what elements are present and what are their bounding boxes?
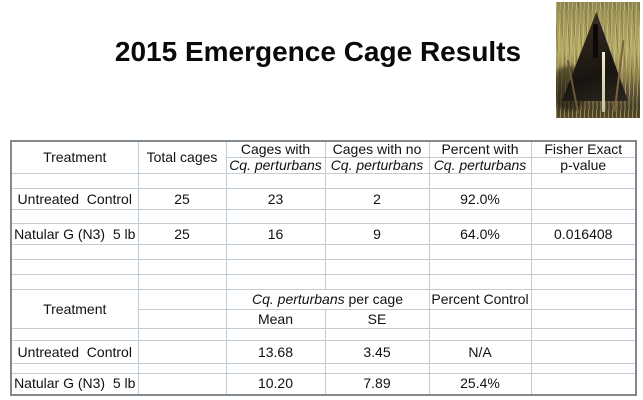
spacer-row (10, 274, 637, 290)
cell-cages-with-no: 2 (324, 188, 430, 210)
header2-per-cage-group: Cq. perturbans per cage (225, 289, 430, 310)
header-cages-with: Cages with (225, 140, 326, 158)
spacer-row (10, 173, 637, 189)
table-row-natular: Natular G (N3) 5 lb 25 16 9 64.0% 0.0164… (10, 223, 637, 245)
cell-treatment: Natular G (N3) 5 lb (10, 223, 139, 245)
header-species-1: Cq. perturbans (225, 157, 326, 174)
cell-se: 7.89 (324, 373, 430, 395)
cell-mean: 10.20 (225, 373, 326, 395)
header2-per-cage: per cage (344, 291, 403, 307)
header-fisher-exact: Fisher Exact (530, 140, 637, 158)
header2-mean: Mean (225, 309, 326, 329)
header-treatment: Treatment (10, 140, 139, 174)
table2-row-natular: Natular G (N3) 5 lb 10.20 7.89 25.4% (10, 373, 637, 395)
cell-total-cages: 25 (137, 188, 227, 210)
header-p-value: p-value (530, 157, 637, 174)
header-cages-with-no: Cages with no (324, 140, 430, 158)
spacer-row (10, 259, 637, 275)
header2-species: Cq. perturbans (252, 291, 345, 307)
header-percent-with: Percent with (428, 140, 532, 158)
header-row-2: Cq. perturbans Cq. perturbans Cq. pertur… (11, 157, 637, 174)
header2-percent-control: Percent Control (428, 289, 532, 310)
header-species-2: Cq. perturbans (324, 157, 430, 174)
cell-percent-control: 25.4% (428, 373, 532, 395)
header-total-cages: Total cages (137, 140, 227, 174)
cell-percent-with: 92.0% (428, 188, 532, 210)
header2-row-2: Mean SE (11, 309, 637, 329)
cell-p-value (530, 188, 637, 210)
cell-mean: 13.68 (225, 340, 326, 364)
emergence-cage-photo (556, 2, 640, 118)
cell-cages-with-no: 9 (324, 223, 430, 245)
cell-percent-control: N/A (428, 340, 532, 364)
cell-treatment: Untreated Control (10, 188, 139, 210)
slide-title: 2015 Emergence Cage Results (114, 36, 522, 67)
spacer-row (10, 328, 637, 341)
table-row-untreated: Untreated Control 25 23 2 92.0% (10, 188, 637, 210)
cell-treatment: Untreated Control (10, 340, 139, 364)
cell-cages-with: 16 (225, 223, 326, 245)
cell-cages-with: 23 (225, 188, 326, 210)
table2-row-untreated: Untreated Control 13.68 3.45 N/A (10, 340, 637, 364)
header2-treatment: Treatment (10, 289, 139, 329)
header2-se: SE (324, 309, 430, 329)
header-row-1: Treatment Total cages Cages with Cages w… (10, 140, 637, 174)
cage-slot (593, 24, 598, 58)
cell-treatment: Natular G (N3) 5 lb (10, 373, 139, 395)
header-species-3: Cq. perturbans (428, 157, 532, 174)
spacer-row (10, 244, 637, 260)
cell-p-value: 0.016408 (530, 223, 637, 245)
spacer-row (10, 363, 637, 374)
cell-total-cages: 25 (137, 223, 227, 245)
results-table: Treatment Total cages Cages with Cages w… (10, 140, 637, 396)
cell-percent-with: 64.0% (428, 223, 532, 245)
header2-row-1: Treatment Cq. perturbans per cage Percen… (10, 289, 637, 329)
cell-se: 3.45 (324, 340, 430, 364)
spacer-row (10, 209, 637, 224)
white-stick (602, 52, 605, 112)
